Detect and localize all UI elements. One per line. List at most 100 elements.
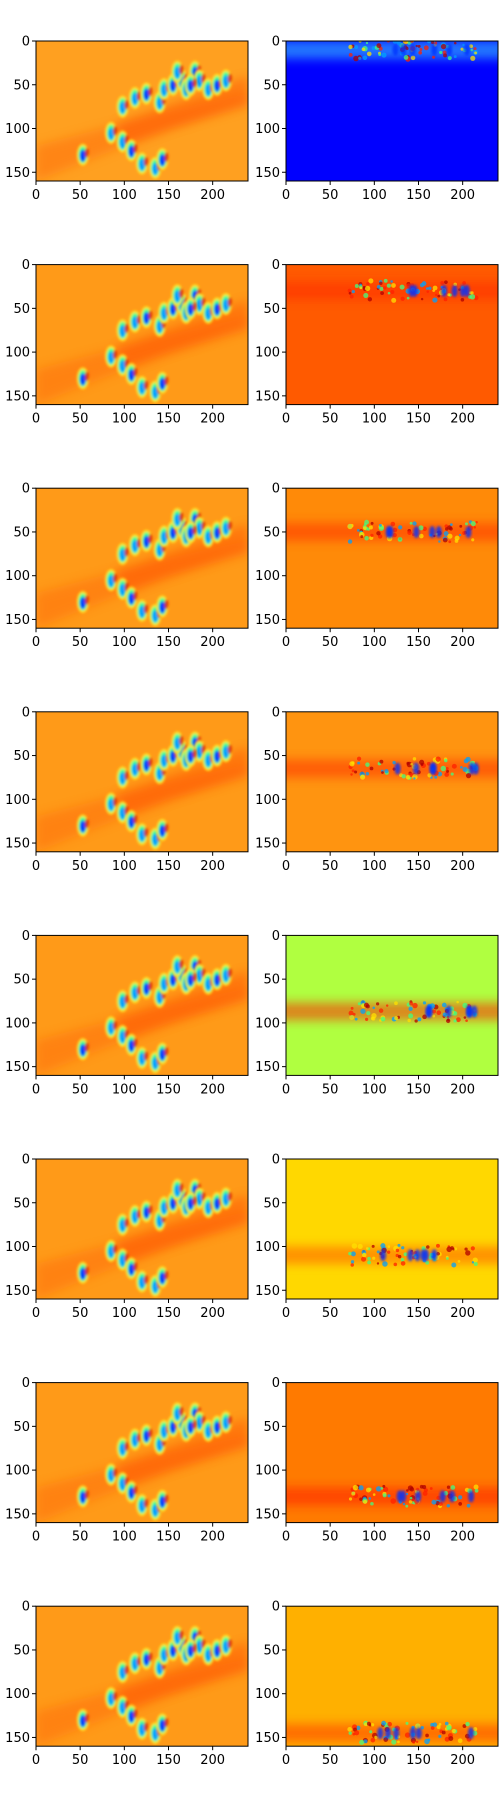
x-tick-label: 0	[282, 635, 290, 650]
blob	[116, 990, 129, 1013]
x-tick-label: 0	[32, 859, 40, 874]
y-tick-label: 0	[22, 482, 30, 497]
blob	[140, 306, 153, 329]
blob	[171, 60, 184, 83]
x-tick-label: 150	[156, 635, 181, 650]
blob	[140, 753, 153, 776]
axes-frame	[285, 487, 499, 629]
axes-frame	[285, 711, 499, 853]
blob	[76, 1708, 89, 1731]
x-tick-label: 200	[200, 859, 225, 874]
y-tick-label: 50	[13, 1420, 30, 1435]
y-tick-label: 150	[5, 389, 30, 404]
y-tick-label: 0	[272, 929, 280, 944]
y-tick-label: 0	[272, 1376, 280, 1391]
x-tick-label: 0	[32, 1530, 40, 1545]
x-tick-label: 50	[72, 1082, 89, 1097]
x-tick-label: 50	[322, 412, 339, 427]
x-tick-label: 100	[362, 412, 387, 427]
blob	[116, 801, 129, 824]
y-tick-label: 0	[22, 1376, 30, 1391]
y-tick-label: 100	[5, 1687, 30, 1702]
blob	[125, 139, 138, 162]
y-tick-label: 50	[13, 1643, 30, 1658]
x-tick-label: 200	[450, 412, 475, 427]
blob	[76, 1485, 89, 1508]
y-tick-label: 150	[255, 166, 280, 181]
panel-left-5: 0 50 100 150 200 0 50 100 150	[5, 929, 249, 1097]
axes-frame	[35, 1382, 249, 1524]
x-tick-label: 200	[200, 635, 225, 650]
y-tick-label: 150	[5, 837, 30, 852]
blob	[105, 1016, 118, 1039]
x-tick-label: 150	[406, 1753, 431, 1768]
x-tick-label: 100	[112, 1306, 137, 1321]
panel-right-5: 0 50 100 150 200 0 50 100 150	[255, 929, 499, 1097]
blob	[219, 740, 232, 763]
x-tick-label: 50	[322, 1082, 339, 1097]
heatmap-background	[286, 711, 498, 852]
blob	[105, 792, 118, 815]
panel-right-2: 0 50 100 150 200 0 50 100 150	[255, 258, 499, 427]
blob	[184, 968, 197, 991]
y-tick-label: 100	[255, 569, 280, 584]
blob	[125, 1480, 138, 1503]
blob	[136, 599, 148, 622]
panel-left-2: 0 50 100 150 200 0 50 100 150	[5, 258, 249, 427]
blob	[156, 595, 169, 618]
blob	[105, 1463, 118, 1486]
blob	[184, 744, 197, 767]
x-tick-label: 100	[112, 188, 137, 203]
x-tick-label: 50	[322, 635, 339, 650]
x-tick-label: 100	[362, 1082, 387, 1097]
blob	[76, 814, 89, 837]
blob	[153, 314, 166, 337]
blob	[105, 1239, 118, 1262]
x-tick-label: 0	[282, 188, 290, 203]
y-tick-label: 50	[13, 525, 30, 540]
y-tick-label: 50	[263, 78, 280, 93]
y-tick-label: 150	[5, 1284, 30, 1299]
y-tick-label: 50	[263, 1420, 280, 1435]
x-tick-label: 150	[156, 1306, 181, 1321]
y-tick-label: 50	[263, 302, 280, 317]
blob	[184, 1638, 197, 1661]
x-tick-label: 200	[200, 412, 225, 427]
blob	[128, 757, 141, 780]
x-tick-label: 50	[72, 635, 89, 650]
blob	[156, 371, 169, 394]
axes-frame	[35, 1158, 249, 1300]
y-tick-label: 100	[255, 1240, 280, 1255]
y-tick-label: 0	[22, 705, 30, 720]
y-tick-label: 50	[263, 1643, 280, 1658]
x-tick-label: 0	[32, 635, 40, 650]
x-tick-label: 200	[200, 1082, 225, 1097]
blob	[140, 1647, 153, 1670]
y-tick-label: 100	[5, 346, 30, 361]
x-tick-label: 100	[362, 188, 387, 203]
y-tick-label: 0	[272, 1600, 280, 1615]
y-tick-label: 100	[5, 793, 30, 808]
x-tick-label: 200	[450, 635, 475, 650]
axes-frame	[285, 40, 499, 182]
panel-right-6: 0 50 100 150 200 0 50 100 150	[255, 1153, 499, 1321]
axes-frame	[35, 934, 249, 1076]
y-tick-label: 150	[255, 613, 280, 628]
x-tick-label: 150	[406, 188, 431, 203]
axes-frame	[35, 711, 249, 853]
y-tick-label: 50	[13, 1196, 30, 1211]
blob	[125, 362, 138, 385]
y-tick-label: 150	[255, 389, 280, 404]
panel-left-8: 0 50 100 150 200 0 50 100 150	[5, 1600, 249, 1768]
y-tick-label: 0	[22, 1600, 30, 1615]
blob	[219, 1410, 232, 1433]
x-tick-label: 0	[32, 1753, 40, 1768]
blob	[116, 1248, 129, 1271]
blob	[136, 1270, 148, 1293]
y-tick-label: 150	[255, 1060, 280, 1075]
y-tick-label: 0	[272, 1153, 280, 1168]
x-tick-label: 50	[72, 859, 89, 874]
x-tick-label: 0	[32, 188, 40, 203]
x-tick-label: 100	[362, 1306, 387, 1321]
y-tick-label: 100	[255, 793, 280, 808]
